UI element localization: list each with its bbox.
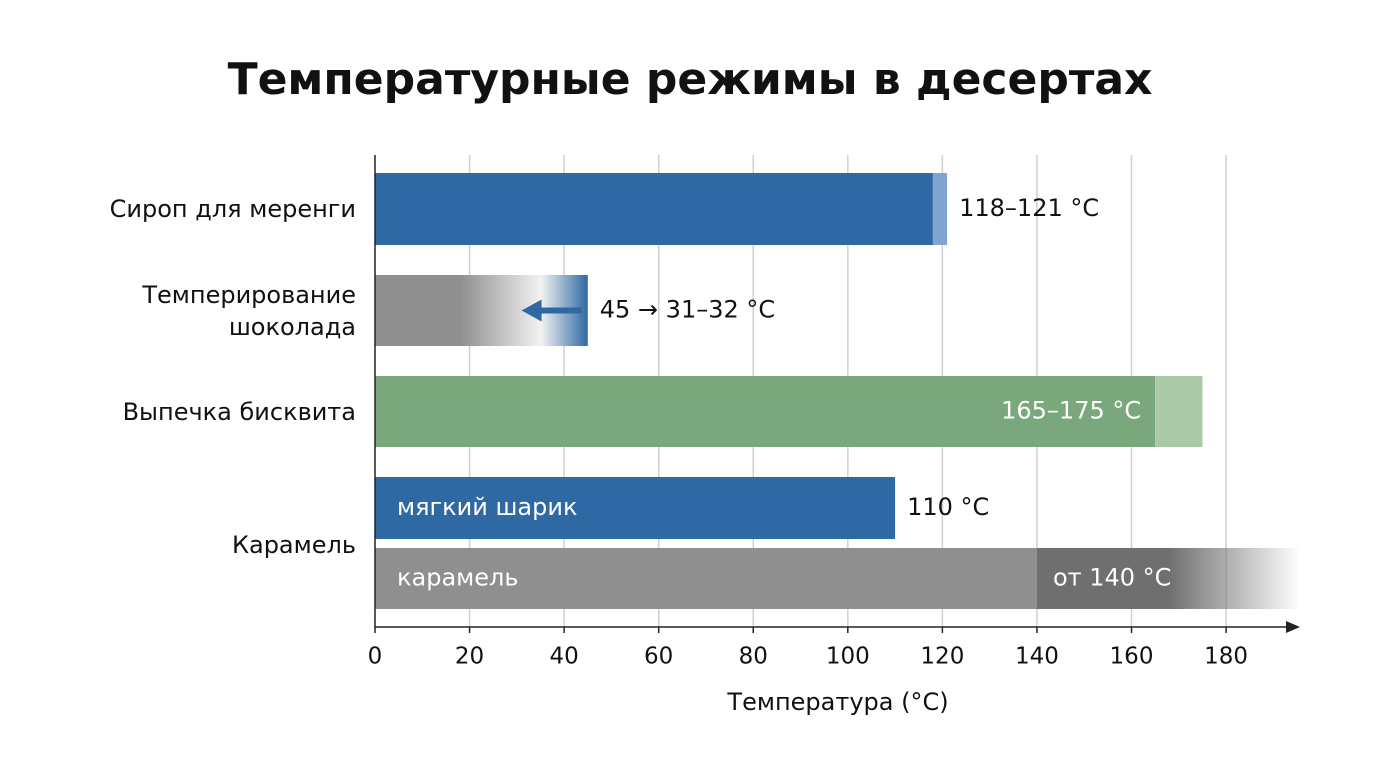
- bar: [375, 548, 1037, 609]
- range-bar: [1036, 548, 1300, 609]
- bar-name: карамель: [397, 564, 519, 592]
- value-label: от 140 °C: [1053, 564, 1172, 592]
- x-axis-label: Температура (°C): [726, 688, 948, 716]
- range-bar: [1155, 376, 1203, 447]
- value-label: 110 °C: [907, 493, 989, 521]
- category-label: Выпечка бисквита: [122, 397, 356, 426]
- x-axis-arrow: [1286, 621, 1300, 633]
- category-label: Карамель: [231, 531, 356, 559]
- x-tick-label: 60: [644, 644, 673, 670]
- chart-title: Температурные режимы в десертах: [228, 54, 1153, 105]
- x-tick-label: 100: [826, 644, 870, 670]
- arrow: [521, 299, 582, 322]
- category-label: Темперирование шоколада: [142, 280, 356, 341]
- x-tick-label: 140: [1015, 644, 1059, 670]
- range-bar: [932, 173, 948, 245]
- bar: [375, 173, 933, 245]
- x-tick-label: 0: [368, 644, 383, 670]
- bar: [375, 477, 896, 539]
- x-tick-label: 160: [1110, 644, 1154, 670]
- x-tick-label: 40: [549, 644, 578, 670]
- bar: [375, 376, 1156, 447]
- bar-name: мягкий шарик: [397, 493, 577, 521]
- x-tick-label: 20: [455, 644, 484, 670]
- value-label: 45 → 31–32 °C: [600, 296, 775, 324]
- x-tick-label: 180: [1204, 644, 1248, 670]
- value-label: 165–175 °C: [1001, 397, 1141, 425]
- x-tick-label: 120: [920, 644, 964, 670]
- x-tick-label: 80: [739, 644, 768, 670]
- category-label: Сироп для меренги: [109, 195, 356, 223]
- value-label: 118–121 °C: [959, 194, 1099, 222]
